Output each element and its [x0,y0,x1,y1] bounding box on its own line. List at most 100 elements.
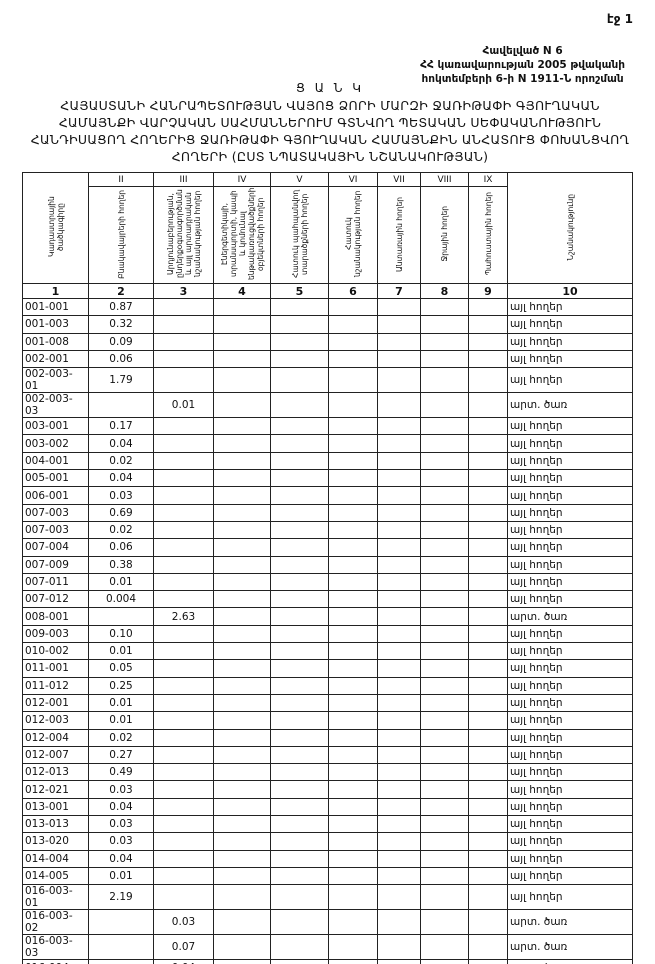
cell [328,866,378,886]
cell [468,693,508,713]
purpose: արտ. ծառ [507,607,633,626]
cell [468,520,508,540]
cell [328,607,378,626]
cadastral-code: 007-012 [22,590,89,609]
land-table: Կադաստրային ծածկագիրը II III IV V VI VII VIII IX… [22,172,633,964]
settlement-land-value: 0.01 [88,866,154,886]
cell [420,711,469,730]
cadastral-code: 011-001 [22,659,89,678]
settlement-land-value: 0.09 [88,332,154,351]
cell [328,434,378,453]
industrial-land-value [153,469,214,488]
cell [468,815,508,834]
column-roman: IX [468,172,508,187]
cell [420,849,469,868]
industrial-land-value [153,503,214,522]
purpose: այլ հողեր [507,815,633,834]
cell [213,520,271,540]
cell [468,451,508,471]
cell [213,797,271,817]
cell [328,572,378,592]
cell [213,745,271,765]
table-row: 007-012 0.004 այլ հողեր [22,590,633,609]
cadastral-code: 002-001 [22,349,89,369]
cell [468,909,508,936]
cell [377,332,421,351]
table-row: 007-011 0.01 այլ հողեր [22,572,633,592]
cell [377,866,421,886]
cell [328,659,378,678]
column-header: Անտառային հողեր [377,186,421,284]
purpose: այլ հողեր [507,763,633,782]
table-row: 006-001 0.03 այլ հողեր [22,486,633,505]
table-row: 016-003-02 0.03 արտ. ծառ [22,909,633,936]
cell [213,572,271,592]
column-number: 4 [213,283,271,299]
column-number: 7 [377,283,421,299]
cell [420,572,469,592]
cell [270,745,329,765]
cell [328,728,378,747]
cadastral-code: 004-001 [22,451,89,471]
cell [377,469,421,488]
table-row: 009-003 0.10 այլ հողեր [22,624,633,644]
cell [377,934,421,961]
purpose: այլ հողեր [507,367,633,394]
industrial-land-value [153,538,214,557]
settlement-land-value [88,607,154,626]
column-roman: V [270,172,329,187]
cell [377,434,421,453]
cell [420,315,469,334]
cell [420,815,469,834]
purpose: այլ հողեր [507,832,633,851]
purpose: այլ հողեր [507,520,633,540]
cell [328,745,378,765]
cell [270,349,329,369]
settlement-land-value: 0.004 [88,590,154,609]
cell [420,832,469,851]
cell [270,486,329,505]
column-roman: VII [377,172,421,187]
purpose: արտ. ծառ [507,392,633,419]
cell [270,866,329,886]
cell [420,797,469,817]
cell [420,469,469,488]
cell [377,572,421,592]
industrial-land-value [153,624,214,644]
cadastral-code: 010-002 [22,642,89,661]
purpose: արտ. ծառ [507,934,633,961]
settlement-land-value [88,392,154,419]
cell [213,693,271,713]
purpose: այլ հողեր [507,297,633,317]
settlement-land-value: 0.01 [88,693,154,713]
cell [270,959,329,964]
purpose: այլ հողեր [507,676,633,695]
table-row: 012-007 0.27 այլ հողեր [22,745,633,765]
purpose: այլ հողեր [507,711,633,730]
industrial-land-value [153,590,214,609]
cell [328,486,378,505]
industrial-land-value [153,451,214,471]
settlement-land-value: 0.49 [88,763,154,782]
cell [420,367,469,394]
cell [270,832,329,851]
industrial-land-value [153,780,214,799]
cell [328,520,378,540]
cadastral-code: 013-001 [22,797,89,817]
cell [420,349,469,369]
cell [213,780,271,799]
cell [420,934,469,961]
cell [468,711,508,730]
page-label: էջ 1 [606,12,633,26]
settlement-land-value: 0.05 [88,659,154,678]
settlement-land-value [88,909,154,936]
table-row: 008-001 2.63 արտ. ծառ [22,607,633,626]
column-number: 5 [270,283,329,299]
industrial-land-value: 0.03 [153,909,214,936]
cell [468,486,508,505]
settlement-land-value: 0.38 [88,555,154,574]
settlement-land-value: 0.03 [88,486,154,505]
cell [213,607,271,626]
table-row: 010-002 0.01 այլ հողեր [22,642,633,661]
cell [420,520,469,540]
